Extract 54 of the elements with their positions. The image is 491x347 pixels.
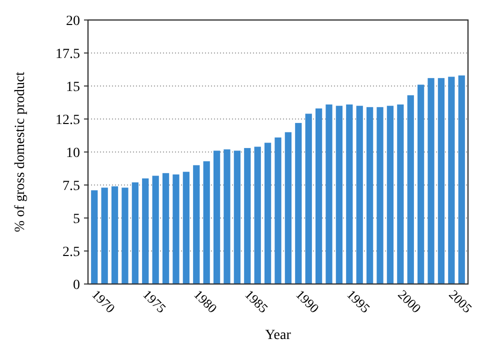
bar <box>244 148 251 284</box>
bar <box>397 104 404 284</box>
y-tick-label: 7.5 <box>62 178 80 194</box>
bar <box>213 150 220 284</box>
bar <box>234 150 241 284</box>
y-tick-label: 12.5 <box>56 112 80 128</box>
y-tick-label: 5 <box>73 212 80 227</box>
bar <box>458 75 465 284</box>
bar <box>172 174 180 284</box>
y-tick-label: 2.5 <box>62 244 80 260</box>
x-tick-label: 1980 <box>191 286 220 316</box>
bar <box>132 182 138 284</box>
y-tick-label: 10 <box>66 146 80 161</box>
bar <box>254 146 261 284</box>
bar <box>152 176 159 284</box>
bar <box>91 190 98 284</box>
bar <box>418 84 424 284</box>
bar <box>193 165 200 284</box>
bar <box>274 137 282 284</box>
bar <box>366 107 374 284</box>
y-axis-title: % of gross domestic product <box>13 72 28 232</box>
bar <box>336 106 343 284</box>
bar <box>284 132 292 284</box>
bar <box>386 106 394 284</box>
y-tick-label: 17.5 <box>56 46 80 62</box>
bar <box>264 142 272 284</box>
bar <box>356 106 363 284</box>
bar <box>162 173 170 284</box>
bar <box>295 122 302 284</box>
bar <box>326 104 332 284</box>
bar <box>428 78 434 284</box>
x-tick-label: 1985 <box>242 286 272 316</box>
bar <box>407 95 414 284</box>
bar <box>101 188 108 284</box>
y-tick-label: 20 <box>66 14 80 29</box>
x-axis-title: Year <box>265 328 292 343</box>
bar <box>182 172 190 284</box>
x-tick-label: 1970 <box>89 286 118 316</box>
bar <box>122 188 128 284</box>
x-tick-label: 1990 <box>293 286 322 316</box>
y-tick-label: 0 <box>73 278 80 293</box>
bar <box>305 114 312 284</box>
bar <box>111 186 118 284</box>
bar <box>448 76 455 284</box>
bar <box>224 149 230 284</box>
bar <box>203 161 210 284</box>
bar <box>438 78 445 284</box>
bar <box>142 178 149 284</box>
y-tick-label: 15 <box>66 80 80 95</box>
bar <box>315 108 322 284</box>
bar <box>376 107 384 284</box>
x-tick-label: 1995 <box>344 286 374 316</box>
x-tick-label: 1975 <box>140 286 170 316</box>
bar <box>346 104 353 284</box>
